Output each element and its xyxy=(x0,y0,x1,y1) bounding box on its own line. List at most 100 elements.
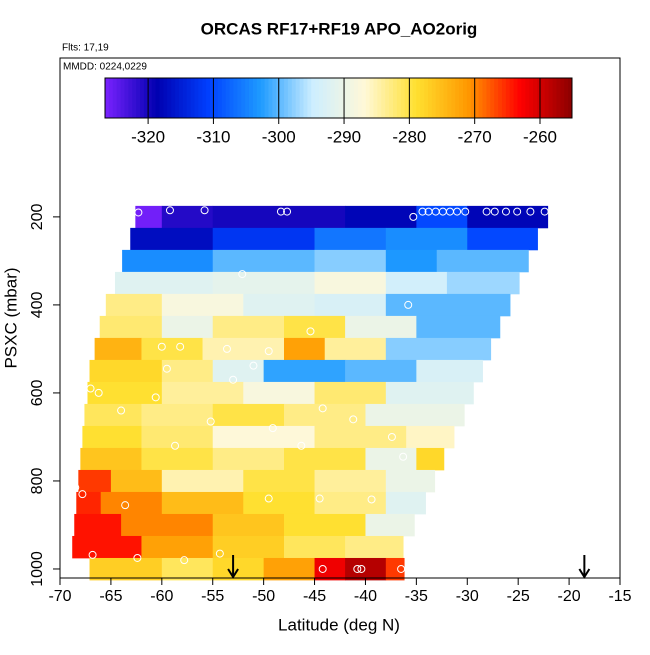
colorbar-swatch xyxy=(124,78,129,118)
colorbar-swatch xyxy=(498,78,503,118)
colorbar-swatch xyxy=(241,78,246,118)
y-tick-label: 200 xyxy=(29,203,46,230)
colorbar-swatch xyxy=(155,78,160,118)
heat-cell xyxy=(446,271,520,295)
colorbar-swatch xyxy=(143,78,149,118)
sample-point xyxy=(513,207,522,216)
colorbar-swatch xyxy=(420,78,425,118)
heat-cell xyxy=(100,491,163,515)
colorbar-swatch xyxy=(311,78,316,118)
heat-cell xyxy=(141,447,214,471)
sample-point xyxy=(387,432,396,441)
sample-point xyxy=(461,207,470,216)
heat-cell xyxy=(284,535,346,559)
x-tick-label: -20 xyxy=(558,588,581,605)
x-tick-label: -60 xyxy=(150,588,173,605)
colorbar-swatch xyxy=(295,78,301,118)
sample-point xyxy=(276,207,285,216)
colorbar-swatch xyxy=(330,78,336,118)
colorbar-swatch xyxy=(264,78,269,118)
sample-point xyxy=(409,212,418,221)
heat-cell xyxy=(161,315,214,339)
heat-cell xyxy=(212,227,315,251)
heat-cell xyxy=(314,425,407,449)
x-tick-label: -45 xyxy=(303,588,326,605)
y-tick-label: 600 xyxy=(29,379,46,406)
colorbar-swatch xyxy=(112,78,118,118)
sample-point xyxy=(318,564,327,573)
sample-point xyxy=(315,494,324,503)
sample-point xyxy=(357,564,366,573)
heat-cell xyxy=(314,381,387,405)
colorbar-swatch xyxy=(540,78,546,118)
colorbar-swatch xyxy=(455,78,460,118)
heat-cell xyxy=(114,271,214,295)
colorbar-swatch xyxy=(354,78,359,118)
colorbar-swatch xyxy=(342,78,347,118)
colorbar-swatch xyxy=(416,78,421,118)
heat-cell xyxy=(467,227,538,251)
colorbar-swatch xyxy=(178,78,184,118)
sample-point xyxy=(526,207,535,216)
heat-cell xyxy=(385,271,448,295)
colorbar-swatch xyxy=(346,78,351,118)
heat-cell xyxy=(467,205,549,229)
colorbar-tick-label: -300 xyxy=(262,127,296,146)
heat-cell xyxy=(314,293,387,317)
colorbar-swatch xyxy=(451,78,456,118)
colorbar-swatch xyxy=(548,78,554,118)
heat-cell xyxy=(141,403,214,427)
colorbar-swatch xyxy=(315,78,320,118)
x-tick-label: -35 xyxy=(405,588,428,605)
sample-point xyxy=(268,424,277,433)
colorbar-swatch xyxy=(245,78,250,118)
colorbar-swatch xyxy=(194,78,199,118)
sample-point xyxy=(151,393,160,402)
heat-cell xyxy=(121,513,214,537)
colorbar-swatch xyxy=(132,78,137,118)
heat-cell xyxy=(345,535,404,559)
colorbar-swatch xyxy=(198,78,203,118)
heat-cell xyxy=(314,271,387,295)
colorbar-swatch xyxy=(147,78,153,118)
heat-cell xyxy=(212,205,285,229)
colorbar-swatch xyxy=(361,78,367,118)
colorbar-swatch xyxy=(221,78,227,118)
colorbar-swatch xyxy=(171,78,176,118)
heat-cell xyxy=(365,403,465,427)
heat-cell xyxy=(385,293,511,317)
heat-cell xyxy=(385,557,405,581)
heat-cell xyxy=(130,227,214,251)
heat-cell xyxy=(263,557,315,581)
sample-point xyxy=(238,270,247,279)
colorbar-swatch xyxy=(159,78,164,118)
colorbar-swatch xyxy=(299,78,304,118)
colorbar-swatch xyxy=(377,78,382,118)
colorbar-swatch xyxy=(319,78,324,118)
colorbar-swatch xyxy=(501,78,507,118)
colorbar-swatch xyxy=(533,78,538,118)
sample-point xyxy=(78,490,87,499)
heat-cell xyxy=(110,469,163,493)
heat-cell xyxy=(314,249,387,273)
colorbar-swatch xyxy=(373,78,378,118)
sample-point xyxy=(453,207,462,216)
heat-cell xyxy=(84,403,142,427)
heat-cell xyxy=(416,359,483,383)
sample-point xyxy=(482,207,491,216)
heat-cell xyxy=(436,249,529,273)
x-tick-label: -40 xyxy=(354,588,377,605)
colorbar-swatch xyxy=(322,78,328,118)
colorbar-swatch xyxy=(108,78,114,118)
colorbar-swatch xyxy=(307,78,312,118)
sample-point xyxy=(501,207,510,216)
colorbar-swatch xyxy=(210,78,215,118)
heat-cell xyxy=(99,315,163,339)
heat-cell xyxy=(87,381,163,405)
colorbar-swatch xyxy=(357,78,363,118)
colorbar-swatch xyxy=(552,78,557,118)
heat-cell xyxy=(76,491,102,515)
colorbar-tick-label: -290 xyxy=(327,127,361,146)
colorbar-swatch xyxy=(389,78,394,118)
colorbar-swatch xyxy=(447,78,452,118)
